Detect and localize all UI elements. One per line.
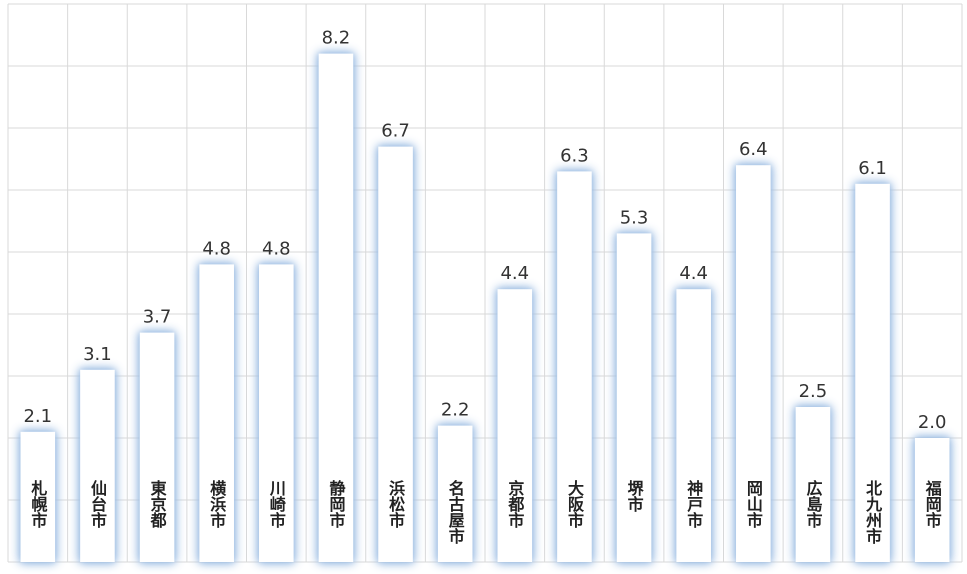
x-tick-label: 静岡市 xyxy=(326,479,345,529)
bar xyxy=(259,264,294,562)
value-label: 8.2 xyxy=(322,28,351,49)
bar xyxy=(437,425,473,562)
x-tick-label: 川崎市 xyxy=(267,480,287,529)
x-tick-label: 福岡市 xyxy=(923,479,943,529)
x-tick-label: 神戸市 xyxy=(684,479,703,529)
bar xyxy=(497,289,533,562)
value-label: 6.3 xyxy=(560,145,589,166)
x-tick-label: 浜松市 xyxy=(386,479,405,529)
value-label: 2.5 xyxy=(799,381,828,402)
bar xyxy=(199,264,234,562)
bar xyxy=(676,289,711,562)
bar xyxy=(795,407,831,562)
value-label: 4.8 xyxy=(262,238,291,259)
bar xyxy=(736,165,771,562)
x-tick-label: 名古屋市 xyxy=(446,479,465,545)
value-label: 6.1 xyxy=(858,158,887,179)
bar xyxy=(378,146,413,562)
value-label: 2.2 xyxy=(441,400,470,421)
bar xyxy=(139,332,175,562)
value-label: 4.8 xyxy=(202,238,231,259)
x-tick-label: 堺市 xyxy=(625,479,644,513)
value-label: 4.4 xyxy=(500,263,529,284)
x-tick-label: 京都市 xyxy=(505,479,525,529)
bar xyxy=(855,183,890,563)
value-label: 4.4 xyxy=(679,263,708,284)
x-tick-label: 札幌市 xyxy=(28,479,48,529)
value-label: 6.4 xyxy=(739,139,768,160)
bar xyxy=(557,171,592,562)
x-tick-label: 大阪市 xyxy=(565,479,584,529)
value-label: 2.1 xyxy=(23,406,52,427)
x-tick-label: 北九州市 xyxy=(863,480,883,545)
bar xyxy=(616,233,652,562)
bar xyxy=(318,53,354,562)
bar xyxy=(914,438,950,562)
x-tick-label: 仙台市 xyxy=(88,479,107,529)
x-tick-label: 岡山市 xyxy=(744,480,763,529)
value-label: 5.3 xyxy=(620,207,649,228)
value-label: 3.1 xyxy=(83,344,112,365)
bar xyxy=(20,431,56,562)
value-label: 2.0 xyxy=(918,412,947,433)
value-label: 3.7 xyxy=(143,307,172,328)
x-tick-label: 横浜市 xyxy=(207,479,226,529)
value-label: 6.7 xyxy=(381,121,410,142)
bar xyxy=(80,369,115,562)
x-tick-label: 広島市 xyxy=(803,479,822,529)
marks: 2.1 札幌市 3.1 仙台市 3.7 東京都 4.8 横浜市 4.8 川崎市 8.2 静岡市 6.7 浜… xyxy=(20,28,950,563)
x-tick-label: 東京都 xyxy=(148,479,168,529)
